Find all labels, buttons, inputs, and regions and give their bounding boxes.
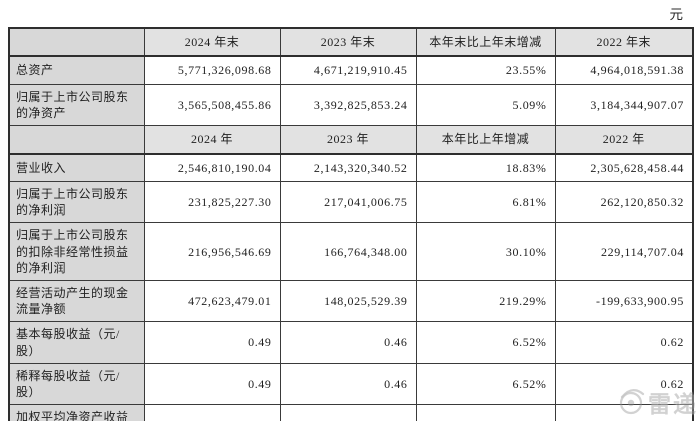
row-label: 稀释每股收益（元/股） bbox=[8, 362, 145, 406]
value-cell: 216,956,546.69 bbox=[143, 222, 281, 281]
value-cell: 5.09% bbox=[415, 83, 556, 127]
row-label: 归属于上市公司股东的净资产 bbox=[8, 83, 145, 127]
value-cell: 18.83% bbox=[415, 153, 556, 183]
corner-cell bbox=[8, 27, 145, 58]
financial-table-body: 2024 年末 2023 年末 本年末比上年末增减 2022 年末 总资产 5,771,3… bbox=[8, 27, 694, 421]
value-cell: 0.62 bbox=[554, 362, 694, 406]
value-cell: 0.49 bbox=[143, 321, 281, 364]
table-row: 经营活动产生的现金流量净额 472,623,479.01 148,025,529.3… bbox=[8, 279, 694, 323]
value-cell: 148,025,529.39 bbox=[279, 279, 417, 323]
table-row: 营业收入 2,546,810,190.04 2,143,320,340.52 18.8… bbox=[8, 153, 694, 183]
value-cell: -199,633,900.95 bbox=[554, 279, 694, 323]
table-header-row: 2024 年末 2023 年末 本年末比上年末增减 2022 年末 bbox=[8, 27, 694, 58]
year-header-cell: 本年末比上年末增减 bbox=[415, 27, 556, 58]
value-cell: 3,392,825,853.24 bbox=[279, 83, 417, 127]
year-header-cell: 2023 年 bbox=[279, 125, 417, 155]
value-cell: 2,305,628,458.44 bbox=[554, 153, 694, 183]
table-row: 归属于上市公司股东的净利润 231,825,227.30 217,041,006.7… bbox=[8, 181, 694, 224]
value-cell: 0.46 bbox=[279, 321, 417, 364]
row-label: 经营活动产生的现金流量净额 bbox=[8, 279, 145, 323]
value-cell: 5,771,326,098.68 bbox=[143, 55, 281, 85]
year-header-cell: 2024 年 bbox=[143, 125, 281, 155]
value-cell: 0.46 bbox=[279, 362, 417, 406]
value-cell: 0.07% bbox=[415, 404, 556, 421]
value-cell: 6.67% bbox=[143, 404, 281, 421]
value-cell: 219.29% bbox=[415, 279, 556, 323]
value-cell: 4,964,018,591.38 bbox=[554, 55, 694, 85]
value-cell: 3,565,508,455.86 bbox=[143, 83, 281, 127]
value-cell: 2,546,810,190.04 bbox=[143, 153, 281, 183]
table-row: 归属于上市公司股东的扣除非经常性损益的净利润 216,956,546.69 166,… bbox=[8, 222, 694, 281]
value-cell: 2,143,320,340.52 bbox=[279, 153, 417, 183]
value-cell: 30.10% bbox=[415, 222, 556, 281]
year-header-cell: 2023 年末 bbox=[279, 27, 417, 58]
table-row: 稀释每股收益（元/股） 0.49 0.46 6.52% 0.62 bbox=[8, 362, 694, 406]
value-cell: 4,671,219,910.45 bbox=[279, 55, 417, 85]
table-header-row: 2024 年 2023 年本年比上年增减 2022 年 bbox=[8, 125, 694, 155]
value-cell: 262,120,850.32 bbox=[554, 181, 694, 224]
value-cell: 0.62 bbox=[554, 321, 694, 364]
row-label: 归属于上市公司股东的净利润 bbox=[8, 181, 145, 224]
financial-summary-table: 2024 年末 2023 年末 本年末比上年末增减 2022 年末 总资产 5,771,3… bbox=[8, 27, 694, 421]
value-cell: 23.55% bbox=[415, 55, 556, 85]
table-row: 归属于上市公司股东的净资产 3,565,508,455.86 3,392,825,8… bbox=[8, 83, 694, 127]
row-label: 归属于上市公司股东的扣除非经常性损益的净利润 bbox=[8, 222, 145, 281]
value-cell: 231,825,227.30 bbox=[143, 181, 281, 224]
year-header-cell: 2022 年末 bbox=[554, 27, 694, 58]
row-label: 基本每股收益（元/股） bbox=[8, 321, 145, 364]
value-cell: 166,764,348.00 bbox=[279, 222, 417, 281]
corner-cell bbox=[8, 125, 145, 155]
row-label: 营业收入 bbox=[8, 153, 145, 183]
row-label: 总资产 bbox=[8, 55, 145, 85]
table-row: 基本每股收益（元/股） 0.49 0.46 6.52% 0.62 bbox=[8, 321, 694, 364]
row-label: 加权平均净资产收益率 bbox=[8, 404, 145, 421]
value-cell: 6.52% bbox=[415, 321, 556, 364]
year-header-cell: 2022 年 bbox=[554, 125, 694, 155]
value-cell: 472,623,479.01 bbox=[143, 279, 281, 323]
value-cell: 31.71% bbox=[554, 404, 694, 421]
table-row: 总资产 5,771,326,098.68 4,671,219,910.45 23.55… bbox=[8, 55, 694, 85]
value-cell: 217,041,006.75 bbox=[279, 181, 417, 224]
value-cell: 6.52% bbox=[415, 362, 556, 406]
year-header-cell: 2024 年末 bbox=[143, 27, 281, 58]
value-cell: 229,114,707.04 bbox=[554, 222, 694, 281]
value-cell: 6.81% bbox=[415, 181, 556, 224]
currency-unit-label: 元 bbox=[669, 7, 684, 22]
year-header-cell: 本年比上年增减 bbox=[415, 125, 556, 155]
value-cell: 0.49 bbox=[143, 362, 281, 406]
value-cell: 3,184,344,907.07 bbox=[554, 83, 694, 127]
value-cell: 6.60% bbox=[279, 404, 417, 421]
table-row: 加权平均净资产收益率6.67%6.60%0.07%31.71% bbox=[8, 404, 694, 421]
financial-table: 2024 年末 2023 年末 本年末比上年末增减 2022 年末 总资产 5,771,3… bbox=[8, 27, 694, 421]
